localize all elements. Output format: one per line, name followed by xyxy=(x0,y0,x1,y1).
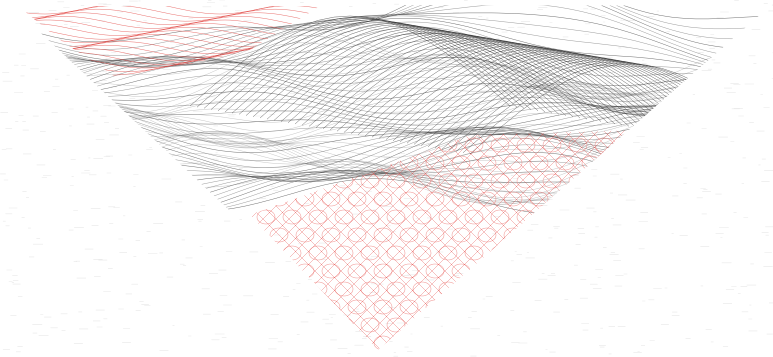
wave-line xyxy=(10,48,769,102)
mesh-line xyxy=(301,35,623,126)
wave-line xyxy=(10,4,769,43)
mesh-line xyxy=(336,41,658,132)
mesh-line xyxy=(224,21,546,113)
mesh-line xyxy=(329,39,651,131)
mesh-line xyxy=(350,43,672,134)
mesh-line xyxy=(217,20,539,111)
wave-line xyxy=(10,68,769,117)
wave-line xyxy=(10,138,769,203)
mesh-line xyxy=(273,30,595,121)
wave-line xyxy=(10,4,769,65)
wave-line xyxy=(10,32,769,95)
wave-line xyxy=(10,113,769,168)
cross-wave-line xyxy=(10,82,769,139)
wave-line xyxy=(10,4,768,67)
red-band-line xyxy=(18,52,320,65)
mesh-line xyxy=(287,32,609,123)
wave-line xyxy=(10,82,769,116)
wave-line xyxy=(10,88,769,126)
mesh-line xyxy=(280,31,602,122)
cross-wave-line xyxy=(10,42,769,99)
mesh-line xyxy=(308,36,630,127)
red-band-line xyxy=(18,12,320,26)
mesh-line xyxy=(203,18,525,109)
wave-line xyxy=(10,171,769,229)
mesh-line xyxy=(196,17,518,108)
cross-wave-line xyxy=(10,102,769,148)
wave-line xyxy=(10,174,769,231)
wave-line xyxy=(10,90,769,130)
mesh-line xyxy=(231,23,553,114)
cross-wave-line xyxy=(10,84,769,145)
mesh-line xyxy=(385,49,707,140)
wave-line xyxy=(10,15,769,81)
mesh-line xyxy=(371,47,693,138)
red-band-line xyxy=(18,16,320,29)
mesh-line xyxy=(315,37,637,128)
cross-wave-line xyxy=(10,51,769,100)
mesh-line xyxy=(343,42,665,133)
wave-line xyxy=(10,4,769,50)
cross-wave-line xyxy=(10,88,769,148)
wave-line xyxy=(10,124,769,178)
red-band-line xyxy=(18,8,320,22)
wave-line xyxy=(10,152,769,212)
wave-line xyxy=(10,18,769,82)
mesh-line xyxy=(238,24,560,115)
mesh-line xyxy=(294,33,616,125)
cross-wave-line xyxy=(10,133,769,192)
mesh-line xyxy=(245,25,567,116)
wave-line xyxy=(10,88,769,121)
cross-wave-line xyxy=(10,103,769,158)
mesh-line xyxy=(378,48,700,139)
mesh-line xyxy=(266,29,588,120)
wave-line xyxy=(10,178,769,232)
mesh-line xyxy=(252,26,574,117)
cross-wave-line xyxy=(10,159,769,216)
mesh-line xyxy=(392,50,714,141)
mesh-line xyxy=(259,27,581,119)
cross-wave-line xyxy=(10,53,769,106)
wave-line xyxy=(10,4,769,61)
mesh-line xyxy=(364,45,686,137)
wave-line xyxy=(10,170,769,219)
mesh-line xyxy=(210,19,532,110)
mesh-line xyxy=(322,38,644,129)
rosette-ellipses xyxy=(250,137,640,350)
lower-red-rosette-field xyxy=(250,130,640,350)
mesh-line xyxy=(189,15,511,107)
red-lattice xyxy=(250,130,640,350)
wave-line xyxy=(10,14,769,77)
mesh-line xyxy=(357,44,679,135)
cross-wave-line xyxy=(10,120,769,177)
cross-wave-line xyxy=(10,94,769,149)
cross-wave-line xyxy=(10,54,769,113)
wave-line xyxy=(10,63,769,115)
red-band-line xyxy=(18,6,320,15)
